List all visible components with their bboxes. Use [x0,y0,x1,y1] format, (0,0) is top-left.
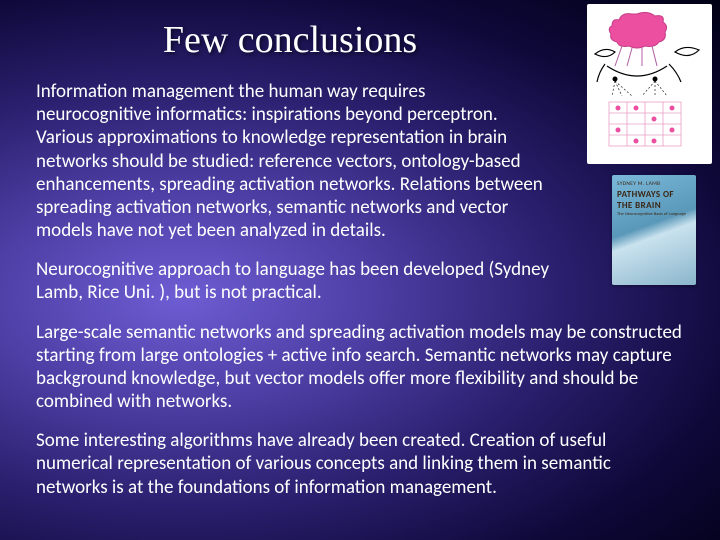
brain-illustration [587,4,712,164]
book-title-line1: PATHWAYS OF [617,189,691,200]
book-author: SYDNEY M. LAMB [617,181,691,187]
paragraph-2: Neurocognitive approach to language has … [36,258,684,304]
book-title-line2: THE BRAIN [617,200,691,211]
book-subtitle: The Neurocognitive Basis of Language [617,212,691,217]
paragraph-4: Some interesting algorithms have already… [36,429,684,499]
slide-container: SYDNEY M. LAMB PATHWAYS OF THE BRAIN The… [0,0,720,540]
paragraph-3: Large-scale semantic networks and spread… [36,321,684,414]
book-cover: SYDNEY M. LAMB PATHWAYS OF THE BRAIN The… [612,175,696,285]
brain-svg [587,4,712,164]
